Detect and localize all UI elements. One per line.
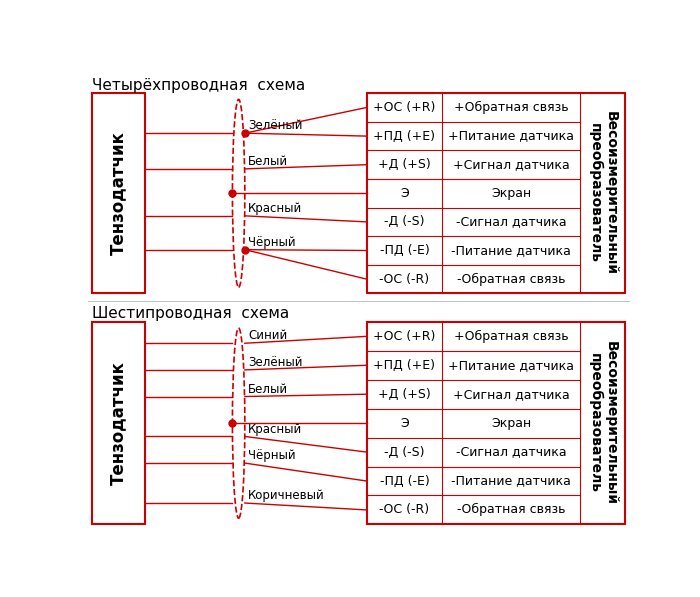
Text: Экран: Экран [491,417,531,430]
Text: Белый: Белый [248,383,288,396]
Ellipse shape [232,328,245,518]
Text: -ПД (-Е): -ПД (-Е) [379,475,429,488]
Text: Чёрный: Чёрный [248,450,295,462]
Text: -Сигнал датчика: -Сигнал датчика [456,216,567,229]
Text: Красный: Красный [248,423,302,436]
Text: Тензодатчик: Тензодатчик [109,361,127,485]
Text: -Обратная связь: -Обратная связь [457,503,566,516]
Text: +Д (+S): +Д (+S) [378,158,431,171]
Text: +Питание датчика: +Питание датчика [449,359,575,372]
Text: -Д (-S): -Д (-S) [384,216,425,229]
Text: +Сигнал датчика: +Сигнал датчика [453,158,570,171]
Text: +Обратная связь: +Обратная связь [454,330,568,343]
Text: -ПД (-Е): -ПД (-Е) [379,244,429,257]
Text: +Питание датчика: +Питание датчика [449,130,575,143]
Text: Зелёный: Зелёный [248,356,302,369]
Text: -ОС (-R): -ОС (-R) [379,503,430,516]
Text: +ПД (+Е): +ПД (+Е) [374,359,435,372]
Text: +Обратная связь: +Обратная связь [454,101,568,114]
Text: -Питание датчика: -Питание датчика [452,475,571,488]
Bar [92,93,145,293]
Text: Белый: Белый [248,155,288,168]
Text: Экран: Экран [491,187,531,200]
Text: Коричневый: Коричневый [248,490,325,502]
Text: -Обратная связь: -Обратная связь [457,273,566,285]
Bar [367,322,625,524]
Text: -Сигнал датчика: -Сигнал датчика [456,445,567,458]
Text: +ОС (+R): +ОС (+R) [373,101,435,114]
Text: -Питание датчика: -Питание датчика [452,244,571,257]
Text: Э: Э [400,417,409,430]
Text: -ОС (-R): -ОС (-R) [379,273,430,285]
Text: Шестипроводная  схема: Шестипроводная схема [92,306,289,322]
Text: Четырёхпроводная  схема: Четырёхпроводная схема [92,78,305,93]
Text: Зелёный: Зелёный [248,119,302,133]
Bar [92,322,145,524]
Bar [367,93,625,293]
Text: Э: Э [400,187,409,200]
Text: Синий: Синий [248,330,287,343]
Text: Весоизмерительный
преобразователь: Весоизмерительный преобразователь [587,341,618,505]
Text: Весоизмерительный
преобразователь: Весоизмерительный преобразователь [587,111,618,275]
Text: +Сигнал датчика: +Сигнал датчика [453,387,570,401]
Text: +ОС (+R): +ОС (+R) [373,330,435,343]
Text: +Д (+S): +Д (+S) [378,387,431,401]
Text: +ПД (+Е): +ПД (+Е) [374,130,435,143]
Text: Красный: Красный [248,202,302,215]
Ellipse shape [232,99,245,287]
Text: Чёрный: Чёрный [248,236,295,249]
Text: -Д (-S): -Д (-S) [384,445,425,458]
Text: Тензодатчик: Тензодатчик [109,131,127,256]
